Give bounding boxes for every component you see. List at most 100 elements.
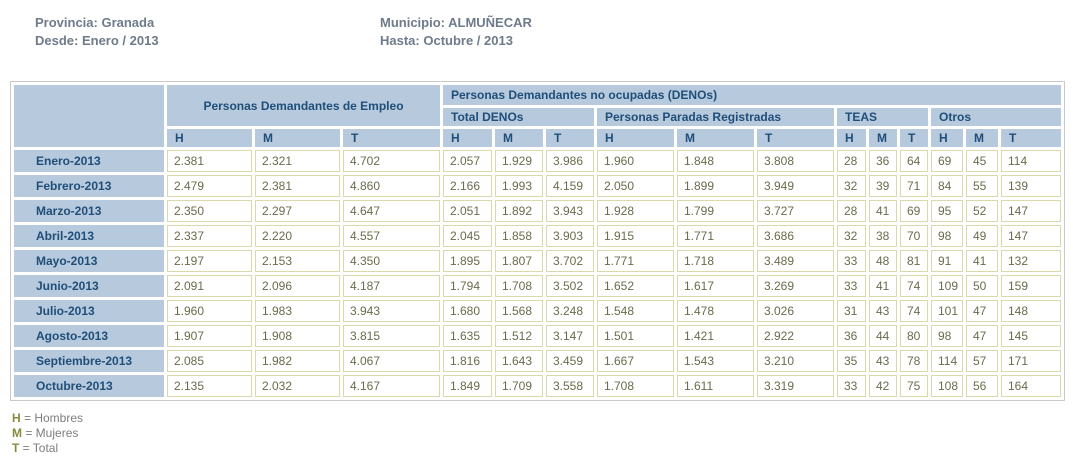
table-cell: 2.045 — [443, 225, 492, 247]
row-label-month: Febrero-2013 — [14, 175, 164, 197]
table-cell: 1.907 — [167, 325, 252, 347]
row-label-month: Abril-2013 — [14, 225, 164, 247]
table-row: Mayo-2013 2.197 2.153 4.350 1.895 1.807 3.702 1… — [14, 250, 1062, 272]
table-cell: 4.557 — [343, 225, 440, 247]
table-cell: 1.635 — [443, 325, 492, 347]
table-cell: 43 — [869, 350, 897, 372]
table-cell: 3.943 — [546, 200, 594, 222]
table-cell: 44 — [869, 325, 897, 347]
table-cell: 2.297 — [255, 200, 340, 222]
row-label-month: Marzo-2013 — [14, 200, 164, 222]
table-cell: 84 — [931, 175, 963, 197]
table-cell: 1.421 — [677, 325, 754, 347]
col-header-t: T — [757, 129, 834, 147]
row-label-month: Enero-2013 — [14, 150, 164, 172]
table-row: Agosto-2013 1.907 1.908 3.815 1.635 1.512 3.14… — [14, 325, 1062, 347]
table-cell: 33 — [837, 250, 866, 272]
table-cell: 139 — [1001, 175, 1062, 197]
table-cell: 2.321 — [255, 150, 340, 172]
col-header-m: M — [677, 129, 754, 147]
table-cell: 1.708 — [597, 375, 674, 397]
table-cell: 1.982 — [255, 350, 340, 372]
table-cell: 2.057 — [443, 150, 492, 172]
table-cell: 64 — [900, 150, 928, 172]
table-cell: 114 — [931, 350, 963, 372]
legend-desc: = Mujeres — [25, 426, 79, 440]
row-label-month: Octubre-2013 — [14, 375, 164, 397]
table-cell: 38 — [869, 225, 897, 247]
table-cell: 41 — [869, 200, 897, 222]
table-cell: 78 — [900, 350, 928, 372]
table-cell: 4.159 — [546, 175, 594, 197]
table-cell: 39 — [869, 175, 897, 197]
table-cell: 114 — [1001, 150, 1062, 172]
table-cell: 145 — [1001, 325, 1062, 347]
table-cell: 81 — [900, 250, 928, 272]
table-cell: 1.501 — [597, 325, 674, 347]
table-cell: 1.848 — [677, 150, 754, 172]
table-cell: 47 — [966, 300, 998, 322]
table-cell: 2.135 — [167, 375, 252, 397]
table-cell: 55 — [966, 175, 998, 197]
table-cell: 1.899 — [677, 175, 754, 197]
col-header-h: H — [931, 129, 963, 147]
table-cell: 4.350 — [343, 250, 440, 272]
table-cell: 4.860 — [343, 175, 440, 197]
table-cell: 70 — [900, 225, 928, 247]
table-cell: 3.903 — [546, 225, 594, 247]
table-cell: 1.993 — [495, 175, 543, 197]
table-cell: 4.702 — [343, 150, 440, 172]
table-cell: 1.892 — [495, 200, 543, 222]
table-cell: 3.489 — [757, 250, 834, 272]
table-cell: 1.667 — [597, 350, 674, 372]
table-cell: 1.617 — [677, 275, 754, 297]
table-row: Septiembre-2013 2.085 1.982 4.067 1.816 1.643… — [14, 350, 1062, 372]
table-cell: 52 — [966, 200, 998, 222]
table-cell: 56 — [966, 375, 998, 397]
col-header-m: M — [495, 129, 543, 147]
table-cell: 148 — [1001, 300, 1062, 322]
table-cell: 3.727 — [757, 200, 834, 222]
table-cell: 98 — [931, 325, 963, 347]
table-cell: 3.702 — [546, 250, 594, 272]
table-cell: 4.167 — [343, 375, 440, 397]
table-cell: 1.915 — [597, 225, 674, 247]
table-body: Enero-2013 2.381 2.321 4.702 2.057 1.929 3.986… — [14, 150, 1062, 397]
table-cell: 1.478 — [677, 300, 754, 322]
table-cell: 71 — [900, 175, 928, 197]
table-cell: 1.680 — [443, 300, 492, 322]
table-cell: 159 — [1001, 275, 1062, 297]
table-cell: 1.771 — [597, 250, 674, 272]
table-cell: 2.381 — [167, 150, 252, 172]
group-header-otros: Otros — [931, 108, 1062, 126]
group-header-total-denos: Total DENOs — [443, 108, 594, 126]
table-cell: 74 — [900, 300, 928, 322]
table-cell: 4.647 — [343, 200, 440, 222]
table-cell: 171 — [1001, 350, 1062, 372]
table-cell: 2.220 — [255, 225, 340, 247]
table-cell: 3.943 — [343, 300, 440, 322]
legend-line: M = Mujeres — [12, 426, 1073, 441]
table-cell: 1.960 — [597, 150, 674, 172]
legend-key: T — [12, 441, 23, 455]
table-cell: 48 — [869, 250, 897, 272]
table-cell: 1.568 — [495, 300, 543, 322]
table-cell: 1.983 — [255, 300, 340, 322]
desde-label: Desde: Enero / 2013 — [35, 33, 159, 48]
row-label-month: Septiembre-2013 — [14, 350, 164, 372]
table-cell: 2.085 — [167, 350, 252, 372]
table-cell: 3.808 — [757, 150, 834, 172]
table-cell: 1.858 — [495, 225, 543, 247]
table-cell: 1.771 — [677, 225, 754, 247]
table-cell: 36 — [837, 325, 866, 347]
table-cell: 1.807 — [495, 250, 543, 272]
table-cell: 4.187 — [343, 275, 440, 297]
table-cell: 108 — [931, 375, 963, 397]
table-cell: 132 — [1001, 250, 1062, 272]
row-label-month: Mayo-2013 — [14, 250, 164, 272]
employment-statistics-table: Personas Demandantes de Empleo Personas … — [11, 82, 1064, 400]
table-cell: 91 — [931, 250, 963, 272]
table-cell: 31 — [837, 300, 866, 322]
col-header-t: T — [1001, 129, 1062, 147]
